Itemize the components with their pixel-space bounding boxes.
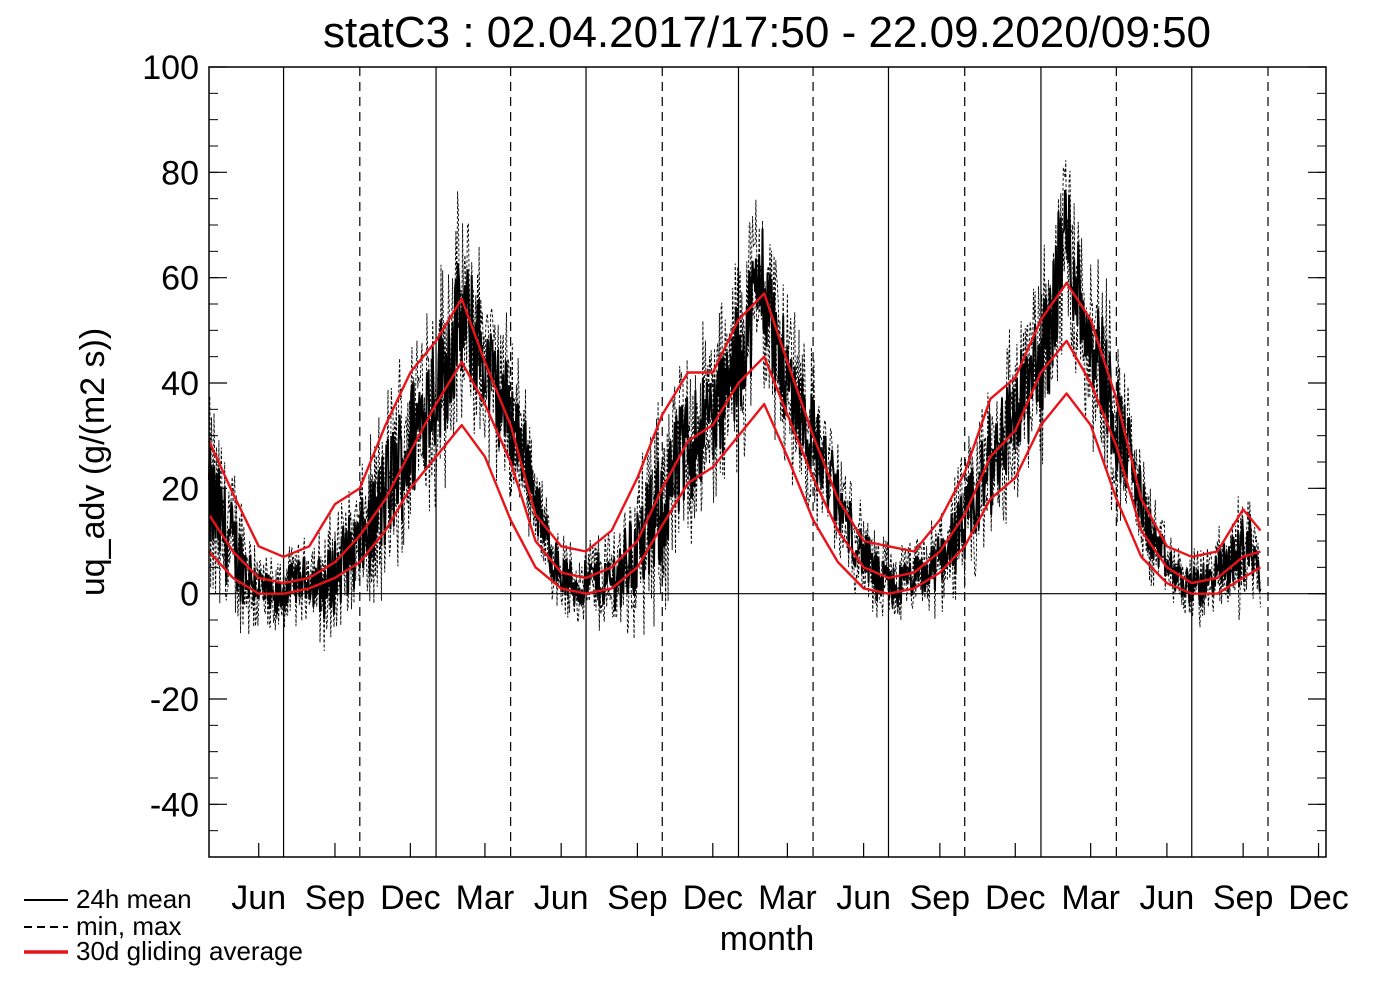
y-tick-label-6: -20 bbox=[150, 681, 199, 719]
series-line-30d-avg-1 bbox=[207, 281, 1262, 558]
y-tick-label-4: 20 bbox=[161, 470, 199, 508]
x-tick-label-11: Mar bbox=[1061, 879, 1120, 917]
y-tick-label-2: 60 bbox=[161, 260, 199, 298]
x-tick-label-10: Dec bbox=[985, 879, 1045, 917]
y-axis-label: uq_adv (g/(m2 s)) bbox=[74, 328, 112, 596]
x-tick-label-7: Mar bbox=[758, 879, 817, 917]
x-tick-label-5: Sep bbox=[607, 879, 668, 917]
y-tick-label-7: -40 bbox=[150, 786, 199, 824]
x-tick-label-0: Jun bbox=[231, 879, 286, 917]
x-tick-label-3: Mar bbox=[456, 879, 515, 917]
y-axis: 100 80 60 40 20 0 -20 -40 bbox=[142, 49, 1326, 858]
legend-label-2: 30d gliding average bbox=[76, 936, 303, 966]
x-tick-label-12: Jun bbox=[1139, 879, 1194, 917]
series-line-30d-avg-0 bbox=[207, 339, 1261, 585]
avg-layer bbox=[207, 281, 1262, 595]
x-tick-label-2: Dec bbox=[380, 879, 440, 917]
y-tick-label-0: 100 bbox=[142, 49, 199, 87]
series-line-30d-avg-2 bbox=[208, 392, 1262, 595]
x-tick-label-1: Sep bbox=[305, 879, 366, 917]
x-axis-label: month bbox=[720, 920, 815, 958]
series-line-24h-mean bbox=[208, 189, 1262, 620]
y-tick-label-5: 0 bbox=[180, 576, 199, 614]
x-axis: Jun Sep Dec Mar Jun Sep Dec Mar Jun Sep Dec Mar Jun S… bbox=[231, 843, 1349, 917]
chart-title: statC3 : 02.04.2017/17:50 - 22.09.2020/0… bbox=[323, 8, 1211, 57]
x-tick-label-9: Sep bbox=[910, 879, 971, 917]
legend-label-0: 24h mean bbox=[76, 884, 192, 914]
y-tick-label-1: 80 bbox=[161, 154, 199, 192]
x-tick-label-13: Sep bbox=[1213, 879, 1274, 917]
x-tick-label-6: Dec bbox=[683, 879, 743, 917]
x-tick-label-14: Dec bbox=[1288, 879, 1348, 917]
mean-layer bbox=[208, 189, 1262, 620]
y-tick-label-3: 40 bbox=[161, 365, 199, 403]
x-tick-label-8: Jun bbox=[836, 879, 891, 917]
legend-label-1: min, max bbox=[76, 911, 181, 941]
x-tick-label-4: Jun bbox=[534, 879, 589, 917]
